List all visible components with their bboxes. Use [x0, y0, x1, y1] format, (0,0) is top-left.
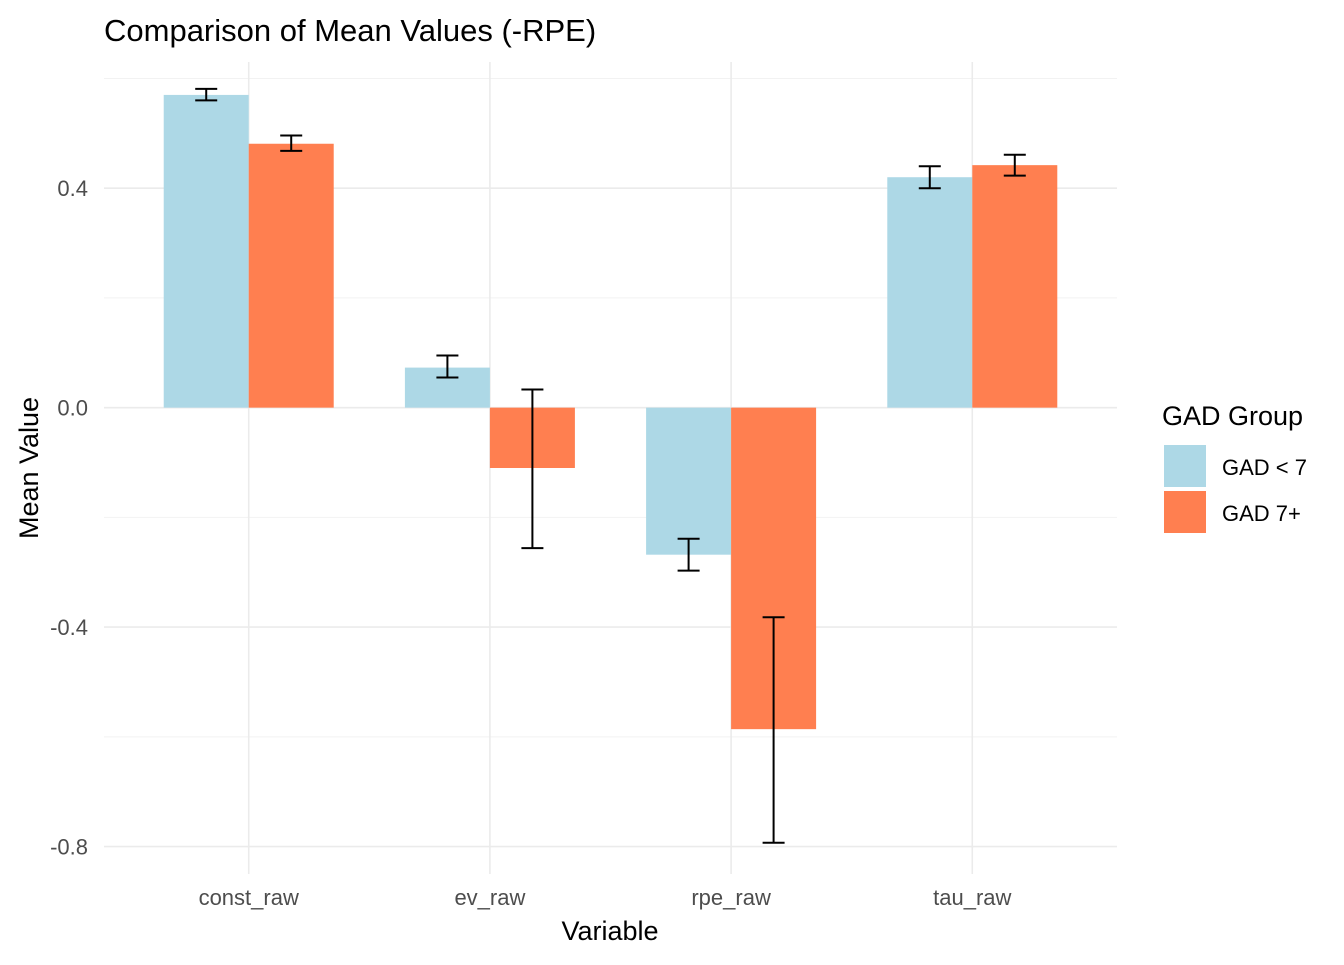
x-tick-label: tau_raw	[933, 885, 1011, 910]
legend: GAD Group GAD < 7 GAD 7+	[1162, 401, 1307, 533]
legend-item: GAD < 7	[1164, 445, 1307, 487]
error-bar	[762, 616, 785, 844]
legend-item: GAD 7+	[1164, 491, 1301, 533]
legend-swatch	[1164, 491, 1206, 533]
legend-label: GAD < 7	[1222, 455, 1307, 480]
legend-label: GAD 7+	[1222, 501, 1301, 526]
error-bar	[280, 134, 303, 152]
y-tick-label: -0.4	[50, 615, 88, 640]
legend-items: GAD < 7 GAD 7+	[1164, 445, 1307, 533]
bars	[163, 94, 1058, 730]
y-tick-label: 0.4	[57, 176, 88, 201]
y-tick-label: -0.8	[50, 835, 88, 860]
x-axis-ticks: const_raw ev_raw rpe_raw tau_raw	[199, 885, 1012, 910]
y-axis-title: Mean Value	[14, 397, 44, 539]
x-tick-label: ev_raw	[454, 885, 525, 910]
error-bar	[521, 388, 544, 550]
y-tick-label: 0.0	[57, 396, 88, 421]
bar	[248, 143, 334, 408]
legend-swatch	[1164, 445, 1206, 487]
error-bar	[918, 165, 941, 190]
error-bar	[436, 354, 459, 379]
bar	[887, 177, 973, 408]
error-bar	[1003, 153, 1026, 177]
x-tick-label: const_raw	[199, 885, 299, 910]
x-axis-title: Variable	[561, 916, 658, 946]
error-bars	[195, 87, 1026, 844]
bar	[972, 165, 1058, 408]
x-tick-label: rpe_raw	[691, 885, 771, 910]
error-bar	[195, 87, 218, 102]
legend-title: GAD Group	[1162, 401, 1303, 431]
chart-title: Comparison of Mean Values (-RPE)	[104, 13, 596, 48]
bar	[163, 94, 249, 408]
bar	[646, 407, 732, 555]
y-axis-ticks: -0.8 -0.4 0.0 0.4	[50, 176, 88, 859]
error-bar	[677, 537, 700, 572]
